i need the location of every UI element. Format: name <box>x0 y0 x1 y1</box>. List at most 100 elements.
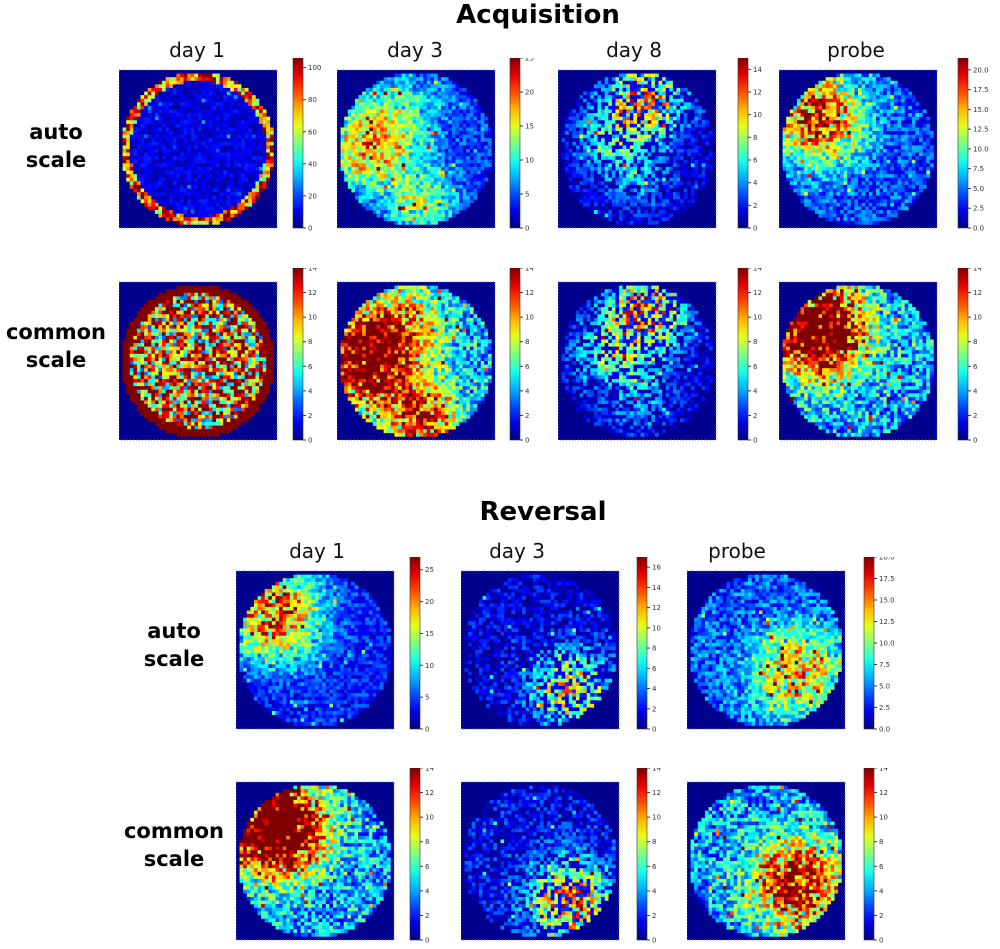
heatmap-cell <box>165 131 170 135</box>
heatmap-cell <box>665 206 670 211</box>
heatmap-cell <box>405 199 410 204</box>
heatmap-cell <box>172 109 177 114</box>
heatmap-cell <box>705 156 710 161</box>
heatmap-cell <box>832 134 837 139</box>
heatmap-cell <box>484 174 489 179</box>
heatmap-cell <box>626 102 631 107</box>
heatmap-cell <box>608 174 613 179</box>
heatmap-cell <box>376 192 381 196</box>
heatmap-cell <box>394 170 399 175</box>
heatmap-cell <box>687 152 692 157</box>
heatmap-cell <box>365 199 370 204</box>
heatmap-cell <box>215 166 220 171</box>
heatmap-cell <box>469 102 474 107</box>
heatmap-cell <box>140 95 145 100</box>
heatmap-cell <box>419 109 424 114</box>
heatmap-cell <box>183 95 188 100</box>
heatmap-cell <box>466 159 471 164</box>
heatmap-cell <box>233 145 238 150</box>
heatmap-cell <box>811 109 816 114</box>
heatmap-cell <box>426 120 431 125</box>
heatmap-cell <box>354 105 359 110</box>
heatmap-cell <box>637 199 641 204</box>
heatmap-cell <box>226 181 231 186</box>
heatmap-cell <box>662 217 667 222</box>
heatmap-cell <box>372 98 377 103</box>
heatmap-cell <box>433 213 438 218</box>
heatmap-cell <box>604 120 609 125</box>
heatmap-cell <box>154 95 159 100</box>
heatmap-cell <box>626 91 631 96</box>
heatmap-cell <box>437 184 442 189</box>
heatmap-cell <box>441 141 446 146</box>
heatmap-cell <box>351 163 356 168</box>
heatmap-cell <box>843 77 848 82</box>
heatmap-cell <box>136 170 141 175</box>
heatmap-cell <box>629 202 634 207</box>
heatmap-cell <box>169 131 174 135</box>
heatmap-cell <box>633 123 638 128</box>
heatmap-cell <box>654 163 659 168</box>
heatmap-cell <box>818 138 823 143</box>
heatmap-cell <box>244 199 249 204</box>
heatmap-cell <box>248 109 253 114</box>
heatmap-cell <box>172 163 177 168</box>
heatmap-cell <box>619 95 623 100</box>
heatmap-cell <box>441 131 446 135</box>
heatmap-cell <box>369 177 374 182</box>
heatmap-cell <box>680 113 684 117</box>
heatmap-cell <box>477 120 481 125</box>
heatmap-cell <box>208 141 213 146</box>
heatmap-cell <box>473 134 478 139</box>
heatmap-cell <box>926 134 931 139</box>
heatmap-cell <box>644 80 649 85</box>
heatmap-cell <box>248 152 253 157</box>
heatmap-cell <box>865 138 870 143</box>
heatmap-cell <box>843 87 848 92</box>
heatmap-cell <box>351 177 356 182</box>
heatmap-cell <box>430 170 435 175</box>
heatmap-cell <box>579 127 584 132</box>
heatmap-cell <box>223 80 228 85</box>
heatmap-cell <box>215 127 220 132</box>
heatmap-cell <box>405 220 410 225</box>
heatmap-cell <box>633 73 638 78</box>
heatmap-cell <box>593 123 598 128</box>
heatmap-cell <box>590 188 595 193</box>
heatmap-cell <box>484 141 489 146</box>
heatmap-cell <box>658 113 663 117</box>
heatmap-cell <box>372 174 377 179</box>
heatmap-cell <box>365 188 370 193</box>
heatmap-cell <box>405 87 410 92</box>
heatmap-cell <box>140 131 145 135</box>
heatmap-cell <box>705 166 710 171</box>
heatmap-cell <box>455 134 460 139</box>
heatmap-cell <box>568 156 573 161</box>
heatmap-cell <box>672 213 677 218</box>
heatmap-cell <box>922 109 927 114</box>
heatmap-cell <box>255 145 260 150</box>
heatmap-cell <box>401 87 406 92</box>
heatmap-cell <box>129 152 134 157</box>
heatmap-cell <box>672 123 677 128</box>
heatmap-cell <box>565 159 570 164</box>
heatmap-cell <box>244 113 249 117</box>
heatmap-cell <box>194 163 199 168</box>
heatmap-cell <box>822 87 826 92</box>
heatmap-cell <box>219 192 224 196</box>
heatmap-cell <box>430 95 435 100</box>
heatmap-cell <box>426 206 431 211</box>
heatmap-cell <box>255 102 260 107</box>
heatmap-cell <box>412 210 417 214</box>
heatmap-cell <box>169 149 174 153</box>
heatmap-cell <box>372 163 377 168</box>
heatmap-cell <box>647 77 652 82</box>
heatmap-cell <box>683 102 688 107</box>
heatmap-cell <box>380 156 384 161</box>
heatmap-cell <box>637 109 641 114</box>
heatmap-cell <box>205 127 210 132</box>
heatmap-cell <box>654 206 659 211</box>
heatmap-cell <box>690 145 695 150</box>
heatmap-cell <box>233 113 238 117</box>
heatmap-cell <box>255 120 260 125</box>
